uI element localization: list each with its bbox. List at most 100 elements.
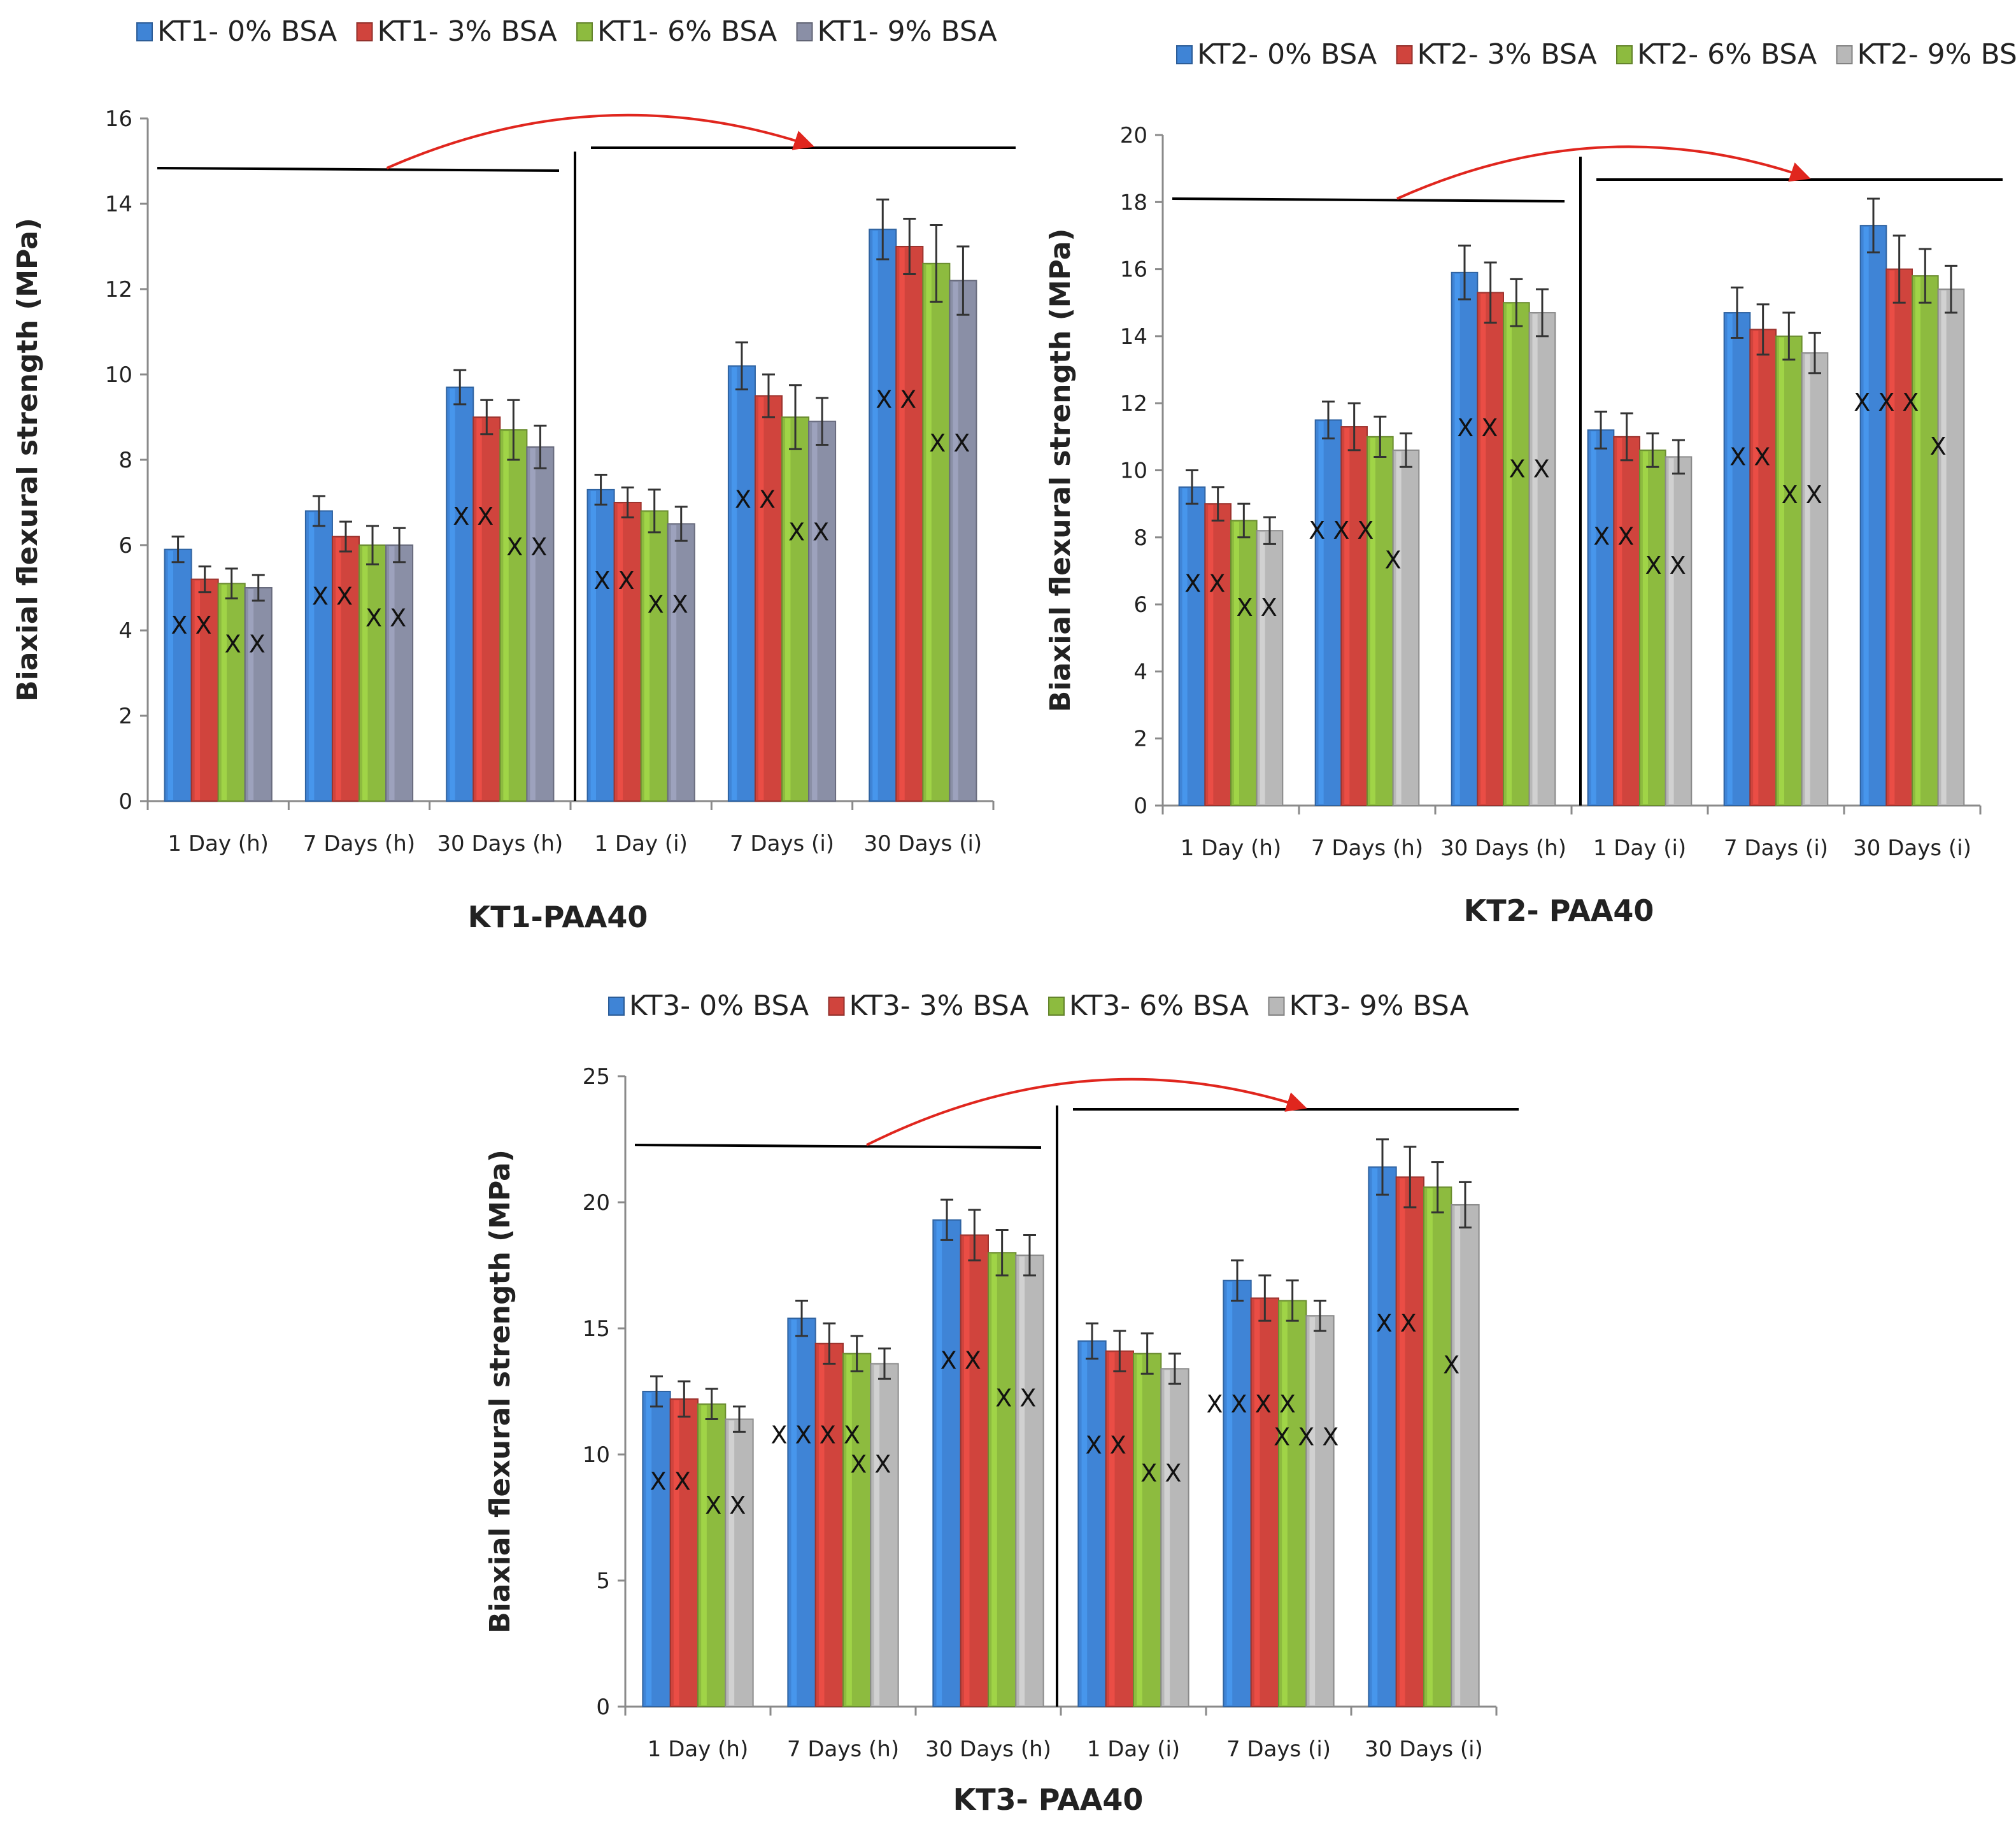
bar-highlight <box>1427 1188 1433 1705</box>
legend-swatch <box>1268 997 1285 1016</box>
bar-highlight <box>1506 304 1512 804</box>
significance-marker: X X <box>1140 1459 1181 1487</box>
y-tick-label: 25 <box>583 1064 610 1090</box>
bar-highlight <box>1282 1302 1288 1705</box>
significance-marker: X X <box>506 533 547 561</box>
y-tick-label: 18 <box>1120 190 1147 215</box>
legend-swatch <box>828 997 845 1016</box>
x-tick-label: 7 Days (h) <box>787 1737 899 1762</box>
bar-highlight <box>1372 1168 1378 1705</box>
bar-highlight <box>1480 294 1486 805</box>
bar-highlight <box>1260 532 1265 804</box>
y-tick-label: 4 <box>118 618 132 644</box>
y-tick-label: 14 <box>1120 324 1147 350</box>
significance-marker: X X <box>650 1467 691 1495</box>
y-axis-label: Biaxial flexural strength (MPa) <box>11 218 44 702</box>
significance-marker: X X <box>705 1491 746 1519</box>
legend-label: KT1- 3% BSA <box>378 15 557 48</box>
y-tick-label: 6 <box>118 533 132 558</box>
bar-highlight <box>617 504 623 800</box>
legend-swatch <box>1176 45 1193 64</box>
legend-label: KT1- 6% BSA <box>597 15 777 48</box>
bar-highlight <box>362 546 368 800</box>
legend-label: KT2- 0% BSA <box>1197 38 1377 71</box>
y-tick-label: 6 <box>1133 592 1147 618</box>
bar-highlight <box>673 1400 679 1705</box>
significance-marker: X X <box>1509 455 1550 483</box>
bar-highlight <box>936 1221 942 1705</box>
bar-highlight <box>1396 451 1402 804</box>
legend-swatch <box>608 997 625 1016</box>
significance-marker: X X <box>648 590 688 618</box>
y-tick-label: 5 <box>596 1568 610 1594</box>
x-tick-label: 30 Days (i) <box>1365 1737 1483 1762</box>
significance-marker: X X <box>594 567 635 595</box>
significance-marker: X X <box>1457 414 1498 442</box>
y-tick-label: 20 <box>1120 123 1147 148</box>
x-tick-label: 30 Days (h) <box>437 831 563 857</box>
y-axis-label: Biaxial flexural strength (MPa) <box>484 1149 516 1633</box>
y-tick-label: 2 <box>1133 727 1147 752</box>
chart-kt1: KT1- 0% BSA KT1- 3% BSA KT1- 6% BSA KT1- 9%… <box>11 15 1016 934</box>
bar-highlight <box>1863 227 1869 804</box>
y-tick-label: 12 <box>1120 391 1147 416</box>
bar-highlight <box>1109 1352 1115 1705</box>
bar-highlight <box>1915 277 1921 804</box>
bar-highlight <box>476 418 482 800</box>
legend-label: KT1- 0% BSA <box>157 15 337 48</box>
y-tick-label: 0 <box>596 1695 610 1720</box>
y-tick-label: 15 <box>583 1316 610 1342</box>
significance-marker: X X X <box>1854 388 1919 416</box>
y-tick-label: 10 <box>1120 458 1147 484</box>
significance-marker: X X <box>735 485 776 513</box>
bar-highlight <box>731 367 737 800</box>
bar-highlight <box>389 546 395 800</box>
y-tick-label: 4 <box>1133 659 1147 685</box>
group-line-h <box>1172 197 1565 203</box>
significance-marker: X X <box>1593 523 1634 551</box>
y-tick-label: 0 <box>1133 793 1147 819</box>
legend-label: KT2- 9% BSA <box>1857 38 2016 71</box>
significance-marker: X X <box>312 582 353 610</box>
y-tick-label: 16 <box>105 106 132 132</box>
bar-highlight <box>785 418 791 800</box>
chart-title: KT3- PAA40 <box>953 1782 1144 1817</box>
x-tick-label: 7 Days (h) <box>1311 835 1423 861</box>
significance-marker: X X <box>929 429 970 457</box>
significance-marker: X X X <box>1274 1423 1338 1451</box>
significance-marker: X X <box>1729 443 1770 471</box>
significance-marker: X <box>1443 1351 1459 1379</box>
bar-highlight <box>1753 331 1759 804</box>
bar-highlight <box>335 537 341 800</box>
bar-highlight <box>926 264 932 800</box>
chart-kt2: KT2- 0% BSA KT2- 3% BSA KT2- 6% BSA KT2- 9%… <box>1044 38 2016 928</box>
y-tick-label: 8 <box>1133 525 1147 551</box>
legend-label: KT2- 6% BSA <box>1637 38 1817 71</box>
x-tick-label: 7 Days (i) <box>1226 1737 1331 1762</box>
bar-highlight <box>812 422 818 800</box>
legend-swatch <box>1048 997 1065 1016</box>
y-tick-label: 8 <box>118 448 132 473</box>
y-tick-label: 20 <box>583 1190 610 1216</box>
legend-swatch <box>1836 45 1853 64</box>
significance-marker: X X <box>225 630 266 658</box>
bar-highlight <box>194 580 201 800</box>
significance-marker: X X X X <box>770 1421 860 1449</box>
bar-highlight <box>646 1393 652 1705</box>
bar-highlight <box>221 585 227 800</box>
bar-highlight <box>1081 1342 1088 1705</box>
bar-highlight <box>1370 437 1376 804</box>
bar-highlight <box>728 1420 735 1705</box>
significance-marker: X X <box>366 604 406 632</box>
bar-highlight <box>1617 437 1622 804</box>
bar-highlight <box>874 1365 880 1705</box>
bar-highlight <box>503 431 509 800</box>
chart-title: KT1-PAA40 <box>468 900 648 934</box>
legend-swatch <box>1616 45 1633 64</box>
bar-highlight <box>1208 505 1214 804</box>
x-tick-label: 1 Day (i) <box>1593 835 1686 861</box>
bar-highlight <box>1019 1256 1025 1705</box>
bar-highlight <box>590 490 597 800</box>
group-line-h <box>634 1144 1042 1149</box>
